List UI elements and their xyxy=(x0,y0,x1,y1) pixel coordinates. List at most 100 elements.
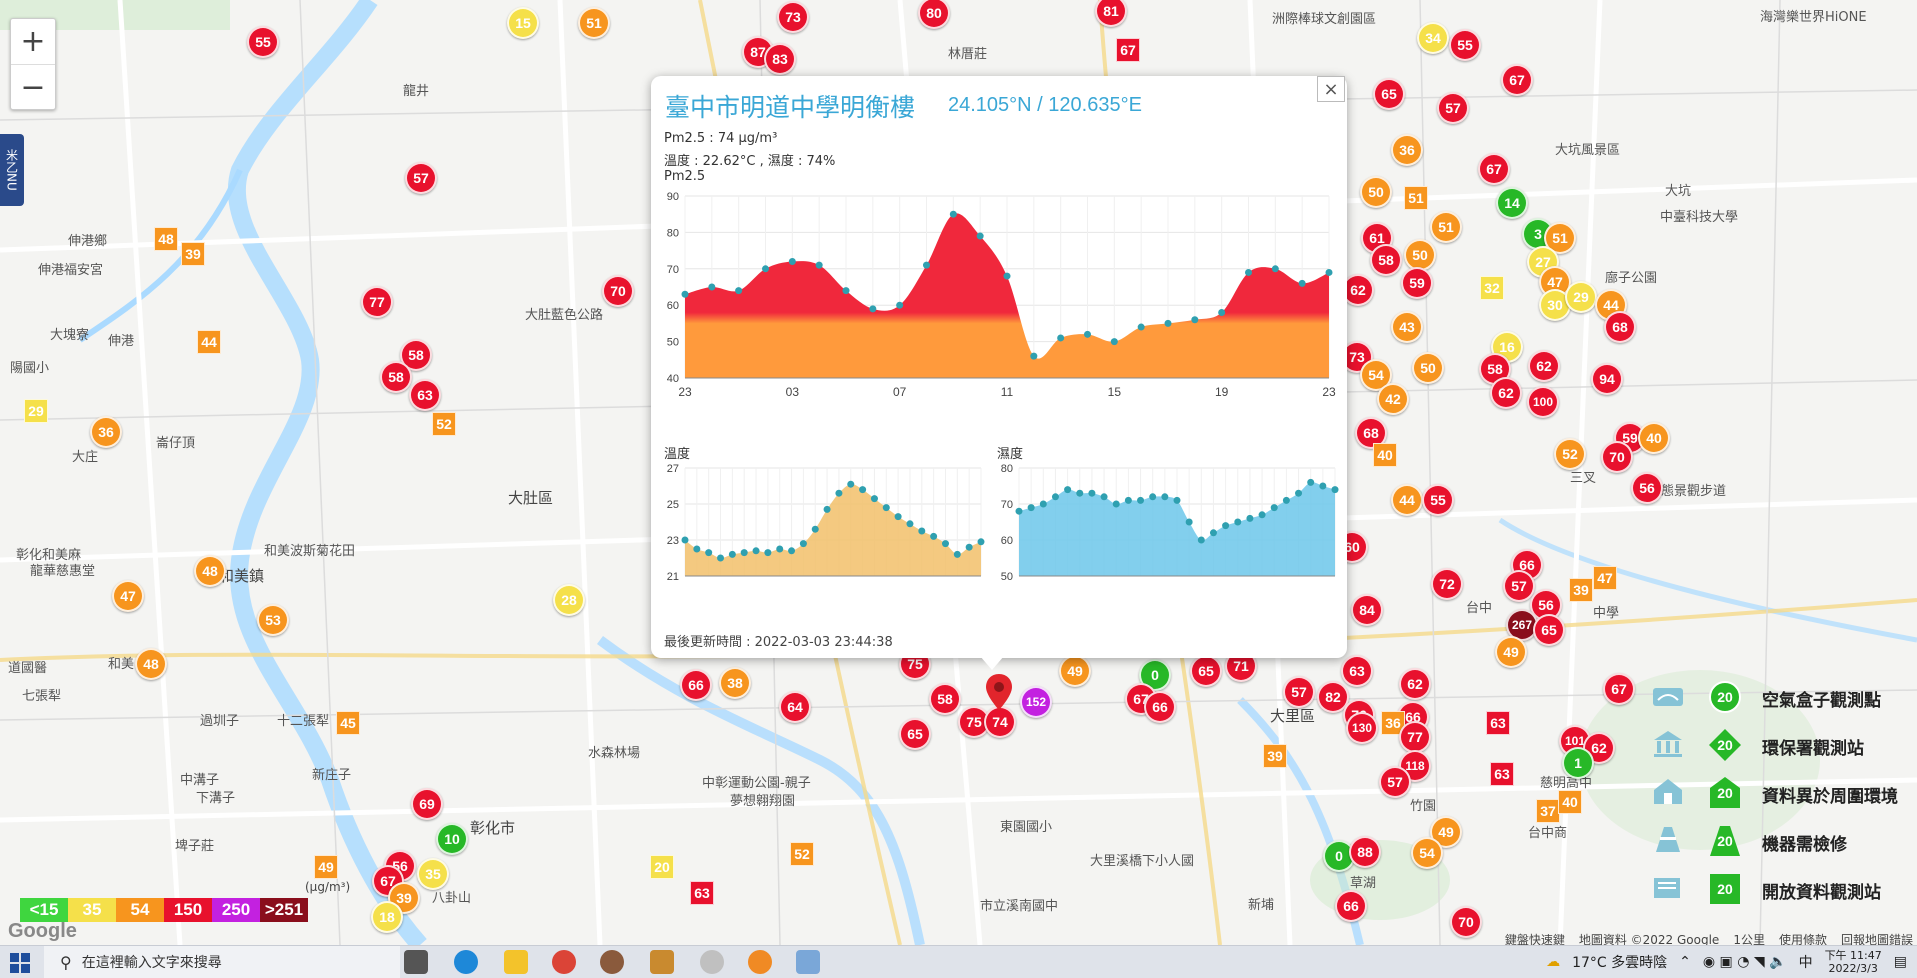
taskbar-search-box[interactable]: ⚲ 在這裡輸入文字來搜尋 xyxy=(44,946,400,978)
station-marker[interactable]: 73 xyxy=(777,1,809,33)
station-marker[interactable]: 66 xyxy=(1144,691,1176,723)
station-marker[interactable]: 43 xyxy=(1391,311,1423,343)
map-canvas[interactable]: 龍井 伸港鄉 伸港福安宮 大塊寮 伸港 大庄 崙仔頂 大肚藍色公路 大肚區 和美鎮 和美 七張犁 過圳子… xyxy=(0,0,1917,945)
station-marker[interactable]: 49 xyxy=(1059,655,1091,687)
station-marker[interactable]: 66 xyxy=(1335,890,1367,922)
station-marker[interactable]: 1 xyxy=(1562,747,1594,779)
station-marker[interactable]: 32 xyxy=(1480,276,1504,300)
station-marker[interactable]: 67 xyxy=(1603,673,1635,705)
station-marker[interactable]: 65 xyxy=(1190,655,1222,687)
station-marker[interactable]: 52 xyxy=(432,412,456,436)
tray-icons[interactable]: ◉ ▣ ◔ ◥ 🔈 xyxy=(1702,954,1787,970)
station-marker[interactable]: 50 xyxy=(1404,239,1436,271)
station-marker[interactable]: 51 xyxy=(1430,211,1462,243)
station-marker[interactable]: 58 xyxy=(929,683,961,715)
station-marker[interactable]: 53 xyxy=(257,604,289,636)
station-marker[interactable]: 65 xyxy=(1533,614,1565,646)
station-marker[interactable]: 64 xyxy=(779,691,811,723)
app-icon-3[interactable] xyxy=(700,950,724,974)
station-marker[interactable]: 57 xyxy=(1379,766,1411,798)
station-marker[interactable]: 35 xyxy=(417,858,449,890)
station-marker[interactable]: 58 xyxy=(380,361,412,393)
station-marker[interactable]: 40 xyxy=(1638,422,1670,454)
station-marker[interactable]: 36 xyxy=(90,416,122,448)
station-marker[interactable]: 42 xyxy=(1377,383,1409,415)
station-marker[interactable]: 55 xyxy=(1449,29,1481,61)
station-marker[interactable]: 50 xyxy=(1360,176,1392,208)
station-marker[interactable]: 152 xyxy=(1020,686,1052,718)
edge-browser-icon[interactable] xyxy=(454,950,478,974)
station-marker[interactable]: 44 xyxy=(197,330,221,354)
station-marker[interactable]: 63 xyxy=(409,379,441,411)
station-marker[interactable]: 10 xyxy=(436,823,468,855)
station-marker[interactable]: 118 xyxy=(1399,750,1431,782)
station-marker[interactable]: 36 xyxy=(1391,134,1423,166)
station-marker[interactable]: 54 xyxy=(1360,359,1392,391)
station-marker[interactable]: 80 xyxy=(918,0,950,29)
station-marker[interactable]: 66 xyxy=(680,669,712,701)
clock[interactable]: 下午 11:47 2022/3/3 xyxy=(1825,949,1882,975)
station-marker[interactable]: 49 xyxy=(314,855,338,879)
station-marker[interactable]: 63 xyxy=(1486,711,1510,735)
station-marker[interactable]: 55 xyxy=(247,26,279,58)
station-marker[interactable]: 100 xyxy=(1527,386,1559,418)
station-marker[interactable]: 47 xyxy=(112,580,144,612)
station-marker[interactable]: 74 xyxy=(984,706,1016,738)
station-marker[interactable]: 52 xyxy=(790,842,814,866)
station-marker[interactable]: 29 xyxy=(24,399,48,423)
station-marker[interactable]: 48 xyxy=(154,227,178,251)
popup-close-button[interactable]: × xyxy=(1317,76,1345,102)
station-marker[interactable]: 63 xyxy=(1341,655,1373,687)
station-marker[interactable]: 57 xyxy=(1437,92,1469,124)
station-marker[interactable]: 57 xyxy=(1283,676,1315,708)
station-marker[interactable]: 77 xyxy=(1399,721,1431,753)
station-marker[interactable]: 29 xyxy=(1565,281,1597,313)
station-marker[interactable]: 61 xyxy=(1361,222,1393,254)
station-marker[interactable]: 39 xyxy=(1569,578,1593,602)
selected-pin-icon[interactable] xyxy=(986,674,1012,710)
station-marker[interactable]: 59 xyxy=(1401,267,1433,299)
station-marker[interactable]: 69 xyxy=(411,788,443,820)
station-marker[interactable]: 56 xyxy=(1631,472,1663,504)
station-marker[interactable]: 45 xyxy=(336,711,360,735)
side-panel-tab[interactable]: 米乙NU xyxy=(0,134,24,206)
file-explorer-icon[interactable] xyxy=(504,950,528,974)
station-marker[interactable]: 75 xyxy=(958,706,990,738)
station-marker[interactable]: 67 xyxy=(1116,38,1140,62)
station-marker[interactable]: 67 xyxy=(1501,64,1533,96)
station-marker[interactable]: 65 xyxy=(1373,78,1405,110)
app-icon-4[interactable] xyxy=(796,950,820,974)
station-marker[interactable]: 94 xyxy=(1591,363,1623,395)
station-marker[interactable]: 39 xyxy=(181,242,205,266)
ime-indicator[interactable]: 中 xyxy=(1798,955,1813,971)
station-marker[interactable]: 48 xyxy=(194,555,226,587)
tray-chevron-icon[interactable]: ⌃ xyxy=(1679,954,1691,970)
station-marker[interactable]: 0 xyxy=(1323,840,1355,872)
chrome-icon[interactable] xyxy=(552,950,576,974)
station-marker[interactable]: 57 xyxy=(1503,570,1535,602)
station-marker[interactable]: 44 xyxy=(1391,484,1423,516)
station-marker[interactable]: 68 xyxy=(1604,311,1636,343)
station-marker[interactable]: 62 xyxy=(1342,274,1374,306)
notification-icon[interactable]: ▤ xyxy=(1893,954,1907,970)
station-marker[interactable]: 63 xyxy=(1490,762,1514,786)
station-marker[interactable]: 52 xyxy=(1554,438,1586,470)
station-marker[interactable]: 37 xyxy=(1536,799,1560,823)
terms-link[interactable]: 使用條款 xyxy=(1778,933,1827,945)
station-marker[interactable]: 58 xyxy=(1370,244,1402,276)
app-icon-1[interactable] xyxy=(600,950,624,974)
station-marker[interactable]: 40 xyxy=(1558,790,1582,814)
station-marker[interactable]: 50 xyxy=(1412,352,1444,384)
windows-start-icon[interactable] xyxy=(10,953,30,973)
station-marker[interactable]: 51 xyxy=(578,7,610,39)
station-marker[interactable]: 40 xyxy=(1373,443,1397,467)
blender-icon[interactable] xyxy=(748,950,772,974)
station-marker[interactable]: 54 xyxy=(1411,837,1443,869)
station-marker[interactable]: 28 xyxy=(553,584,585,616)
app-icon-2[interactable] xyxy=(650,950,674,974)
station-marker[interactable]: 51 xyxy=(1404,186,1428,210)
station-marker[interactable]: 70 xyxy=(1450,906,1482,938)
weather-text[interactable]: 17°C 多雲時陰 xyxy=(1572,955,1668,971)
station-marker[interactable]: 48 xyxy=(135,648,167,680)
station-marker[interactable]: 62 xyxy=(1528,350,1560,382)
